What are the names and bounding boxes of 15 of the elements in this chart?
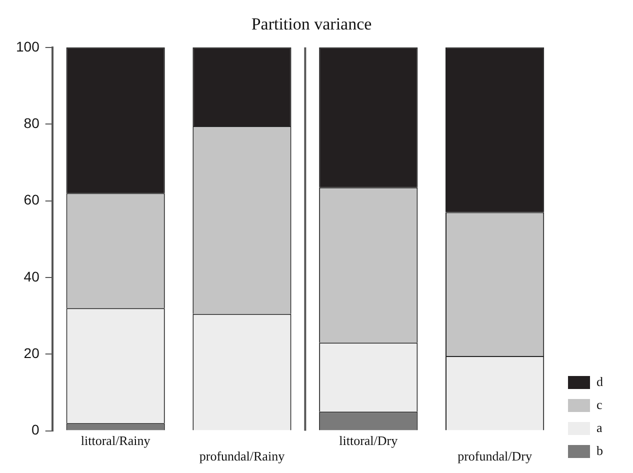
- x-tick-label: littoral/Dry: [339, 433, 398, 448]
- x-tick-label: profundal/Rainy: [199, 448, 286, 464]
- x-tick-label: littoral/Rainy: [80, 433, 151, 448]
- legend-label: c: [596, 396, 602, 412]
- chart-title: Partition variance: [251, 14, 372, 34]
- x-tick-label: profundal/Dry: [458, 448, 532, 464]
- legend-label: a: [596, 420, 602, 435]
- y-tick-label: 40: [24, 268, 40, 284]
- y-tick-label: 20: [24, 344, 40, 361]
- y-tick-label: 100: [16, 38, 40, 54]
- y-tick-label: 60: [24, 192, 40, 208]
- legend-label: d: [596, 374, 604, 389]
- y-tick-label: 0: [32, 422, 40, 438]
- legend-label: b: [596, 442, 603, 458]
- y-tick-label: 80: [24, 114, 40, 131]
